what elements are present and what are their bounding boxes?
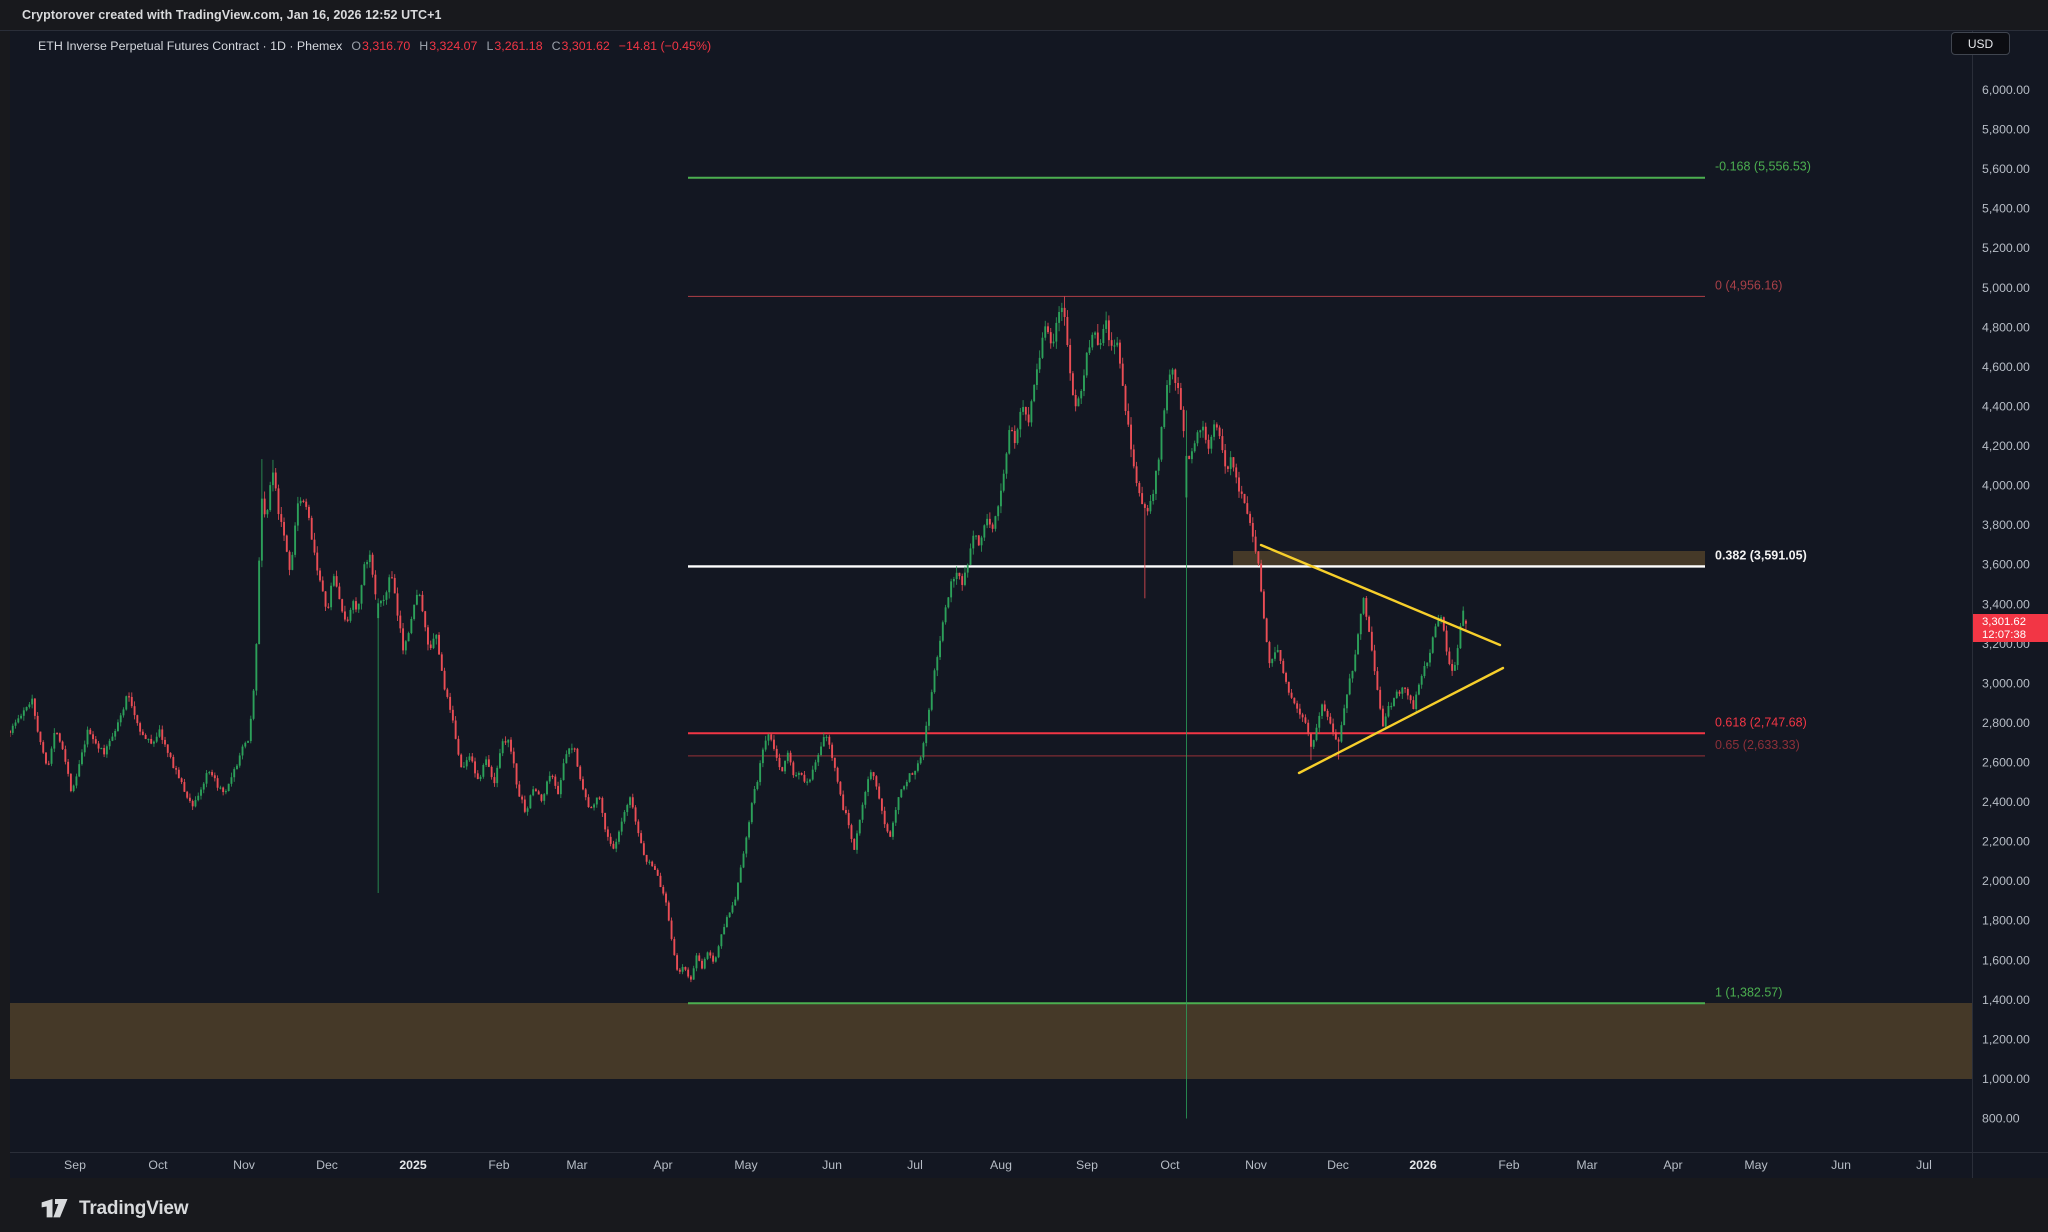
time-axis-month-label: Nov [233,1158,256,1172]
time-axis-month-label: Dec [1327,1158,1349,1172]
price-axis-label: 2,400.00 [1982,795,2030,809]
price-axis-label: 3,800.00 [1982,518,2030,532]
price-axis-label: 2,200.00 [1982,835,2030,849]
fib-label-1: 1 (1,382.57) [1715,985,1782,999]
time-axis-month-label: Dec [316,1158,338,1172]
currency-toggle-button[interactable]: USD [1951,32,2010,55]
high-label: H [419,39,429,53]
price-axis-label: 2,600.00 [1982,755,2030,769]
price-axis-label: 2,000.00 [1982,874,2030,888]
time-axis-year-label: 2026 [1409,1158,1437,1172]
price-axis-label: 4,000.00 [1982,479,2030,493]
price-axis-label: 1,800.00 [1982,914,2030,928]
drawing-zones[interactable] [10,551,1972,1079]
time-axis-month-label: Jul [907,1158,923,1172]
price-axis-label: 4,400.00 [1982,399,2030,413]
price-axis-label: 5,000.00 [1982,281,2030,295]
tradingview-logo-icon [41,1199,68,1218]
time-axis-month-label: Mar [1576,1158,1597,1172]
price-axis-label: 5,400.00 [1982,202,2030,216]
fib-label-0: 0 (4,956.16) [1715,278,1782,292]
price-axis-label: 4,200.00 [1982,439,2030,453]
candlestick-series [10,296,1467,1119]
price-axis-label: 5,800.00 [1982,123,2030,137]
price-axis-label: 1,400.00 [1982,993,2030,1007]
close-value: 3,301.62 [561,39,610,53]
trendlines[interactable] [1259,543,1505,775]
time-axis-month-label: Apr [1663,1158,1682,1172]
time-axis-month-label: Sep [64,1158,86,1172]
fib-label-0.65: 0.65 (2,633.33) [1715,738,1800,752]
price-axis-label: 4,600.00 [1982,360,2030,374]
open-value: 3,316.70 [362,39,411,53]
price-axis-label: 3,400.00 [1982,597,2030,611]
footer-bar [0,1178,2048,1232]
resistance-zone-0382[interactable] [1233,551,1705,566]
time-axis-month-label: May [734,1158,758,1172]
last-price-value: 3,301.62 [1982,616,2026,628]
time-axis-year-label: 2025 [399,1158,427,1172]
fib-label--0.168: -0.168 (5,556.53) [1715,160,1811,174]
attribution-bar: Cryptorover created with TradingView.com… [0,0,2048,30]
low-label: L [486,39,494,53]
time-axis-month-label: Feb [1498,1158,1519,1172]
price-axis-label: 2,800.00 [1982,716,2030,730]
last-price-badge: 3,301.62 12:07:38 [1973,614,2048,642]
price-axis-label: 3,600.00 [1982,558,2030,572]
price-axis-label: 6,000.00 [1982,83,2030,97]
price-axis-label: 4,800.00 [1982,320,2030,334]
time-axis-month-label: May [1744,1158,1768,1172]
tradingview-logo-text: TradingView [79,1198,189,1219]
price-axis-label: 3,000.00 [1982,676,2030,690]
change-value: −14.81 (−0.45%) [618,39,712,53]
time-axis-month-label: Apr [653,1158,672,1172]
fib-label-0.382: 0.382 (3,591.05) [1715,548,1807,562]
price-axis[interactable]: 6,000.00 5,800.00 5,600.00 5,400.00 5,200.00… [1982,83,2030,1126]
time-axis-month-label: Aug [990,1158,1012,1172]
symbol-legend: ETH Inverse Perpetual Futures Contract ·… [38,37,711,55]
time-axis-month-label: Oct [1160,1158,1180,1172]
price-axis-label: 800.00 [1982,1112,2020,1126]
time-axis-month-label: Mar [566,1158,587,1172]
time-axis-month-label: Jul [1916,1158,1932,1172]
time-axis-month-label: Nov [1245,1158,1268,1172]
time-axis-month-label: Jun [1831,1158,1851,1172]
time-axis[interactable]: Sep Oct Nov Dec 2025 Feb Mar Apr May Jun Jul Aug Sep… [64,1158,1932,1172]
tradingview-logo[interactable]: TradingView [40,1196,189,1222]
time-axis-month-label: Jun [822,1158,842,1172]
symbol-title: ETH Inverse Perpetual Futures Contract ·… [38,39,343,53]
close-label: C [551,39,561,53]
triangle-lower[interactable] [1297,666,1505,775]
time-axis-month-label: Oct [148,1158,168,1172]
bar-countdown: 12:07:38 [1982,628,2026,641]
time-axis-month-label: Sep [1076,1158,1098,1172]
support-zone-bottom[interactable] [10,1003,1972,1079]
time-axis-month-label: Feb [488,1158,509,1172]
price-axis-label: 1,600.00 [1982,953,2030,967]
high-value: 3,324.07 [429,39,478,53]
price-axis-label: 5,200.00 [1982,241,2030,255]
fib-label-0.618: 0.618 (2,747.68) [1715,715,1807,729]
attribution-text: Cryptorover created with TradingView.com… [22,8,442,22]
open-label: O [351,39,362,53]
triangle-upper[interactable] [1259,543,1502,647]
price-axis-label: 5,600.00 [1982,162,2030,176]
chart-pane[interactable] [10,30,2048,1178]
price-axis-label: 1,000.00 [1982,1072,2030,1086]
price-axis-label: 1,200.00 [1982,1032,2030,1046]
low-value: 3,261.18 [494,39,543,53]
fib-retracement[interactable]: -0.168 (5,556.53) 0 (4,956.16) 0.382 (3,59… [688,160,1811,1005]
